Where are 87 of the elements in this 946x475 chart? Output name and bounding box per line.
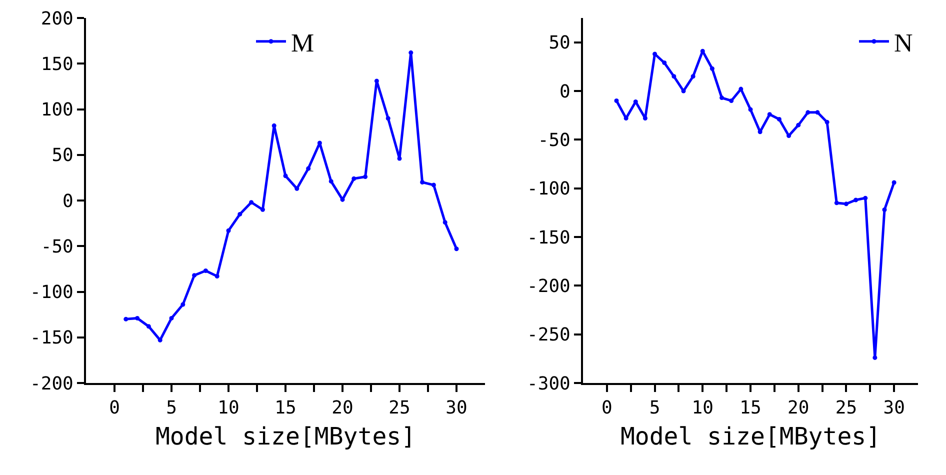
point bbox=[180, 302, 186, 307]
y-tick-label: -150 bbox=[527, 227, 570, 248]
point bbox=[408, 50, 414, 55]
x-tick-label: 0 bbox=[602, 398, 612, 419]
point bbox=[363, 174, 368, 180]
point bbox=[294, 186, 300, 191]
legend-label: M bbox=[291, 28, 314, 58]
x-tick-label: 5 bbox=[649, 398, 660, 419]
point bbox=[431, 182, 436, 188]
y-tick-label: -100 bbox=[30, 282, 74, 304]
point bbox=[882, 208, 887, 212]
point bbox=[662, 60, 667, 66]
point bbox=[442, 220, 448, 225]
x-tick-label: 15 bbox=[740, 398, 762, 419]
point bbox=[226, 228, 231, 233]
point bbox=[681, 88, 686, 94]
x-tick-label: 15 bbox=[274, 398, 296, 419]
point bbox=[872, 355, 878, 360]
legend-label: N bbox=[894, 28, 913, 58]
y-tick-label: -100 bbox=[527, 178, 570, 200]
y-tick-label: 50 bbox=[52, 145, 74, 166]
point bbox=[146, 324, 151, 329]
point bbox=[203, 268, 208, 274]
point bbox=[844, 202, 848, 206]
y-tick-label: -50 bbox=[538, 130, 570, 151]
y-tick-label: 0 bbox=[560, 81, 570, 102]
point bbox=[815, 110, 820, 115]
y-tick-label: -200 bbox=[30, 373, 74, 394]
y-tick-label: -300 bbox=[527, 373, 570, 394]
point bbox=[672, 74, 676, 79]
x-axis-title: Model size[MBytes] bbox=[155, 422, 416, 450]
point bbox=[834, 200, 839, 206]
point bbox=[238, 212, 242, 216]
x-tick-label: 10 bbox=[692, 398, 714, 419]
y-tick-label: -150 bbox=[30, 328, 74, 349]
x-tick-label: 20 bbox=[332, 398, 354, 419]
y-tick-label: -200 bbox=[527, 276, 570, 297]
y-tick-label: 200 bbox=[40, 8, 74, 30]
point bbox=[386, 116, 390, 121]
y-tick-label: 100 bbox=[40, 100, 74, 121]
point bbox=[420, 180, 425, 184]
point bbox=[352, 176, 356, 181]
x-axis-title: Model size[MBytes] bbox=[620, 422, 881, 450]
point bbox=[454, 246, 459, 252]
point bbox=[642, 116, 648, 120]
x-tick-label: 25 bbox=[388, 398, 410, 419]
point bbox=[192, 273, 197, 278]
point bbox=[652, 52, 658, 56]
point bbox=[748, 107, 753, 112]
point bbox=[124, 316, 128, 322]
y-tick-label: 150 bbox=[40, 54, 74, 75]
point bbox=[854, 198, 858, 202]
point bbox=[729, 98, 734, 103]
y-tick-label: -50 bbox=[40, 236, 74, 258]
point bbox=[135, 316, 140, 320]
point bbox=[824, 120, 830, 124]
x-tick-label: 25 bbox=[835, 398, 858, 419]
point bbox=[710, 66, 714, 71]
point bbox=[614, 98, 619, 103]
point bbox=[690, 74, 696, 79]
x-tick-label: 10 bbox=[218, 398, 240, 419]
point bbox=[214, 274, 220, 278]
point bbox=[767, 112, 772, 117]
point bbox=[796, 122, 801, 128]
point bbox=[776, 116, 782, 122]
x-tick-label: 0 bbox=[109, 398, 120, 419]
point bbox=[283, 174, 288, 178]
y-tick-label: 0 bbox=[62, 190, 74, 212]
point bbox=[374, 78, 379, 84]
point bbox=[863, 196, 868, 200]
y-tick-label: -250 bbox=[527, 324, 570, 346]
point bbox=[720, 96, 724, 100]
point bbox=[306, 166, 311, 171]
x-tick-label: 30 bbox=[446, 398, 468, 419]
point bbox=[260, 207, 265, 212]
point bbox=[892, 180, 896, 185]
point bbox=[249, 200, 254, 205]
point bbox=[806, 110, 810, 115]
x-tick-label: 30 bbox=[883, 398, 905, 419]
x-tick-label: 20 bbox=[788, 398, 810, 419]
point bbox=[328, 179, 334, 184]
point bbox=[272, 123, 276, 128]
point bbox=[158, 338, 162, 342]
x-tick-label: 5 bbox=[166, 398, 177, 419]
point bbox=[397, 156, 402, 161]
y-tick-label: 50 bbox=[548, 32, 570, 54]
point bbox=[169, 316, 174, 320]
